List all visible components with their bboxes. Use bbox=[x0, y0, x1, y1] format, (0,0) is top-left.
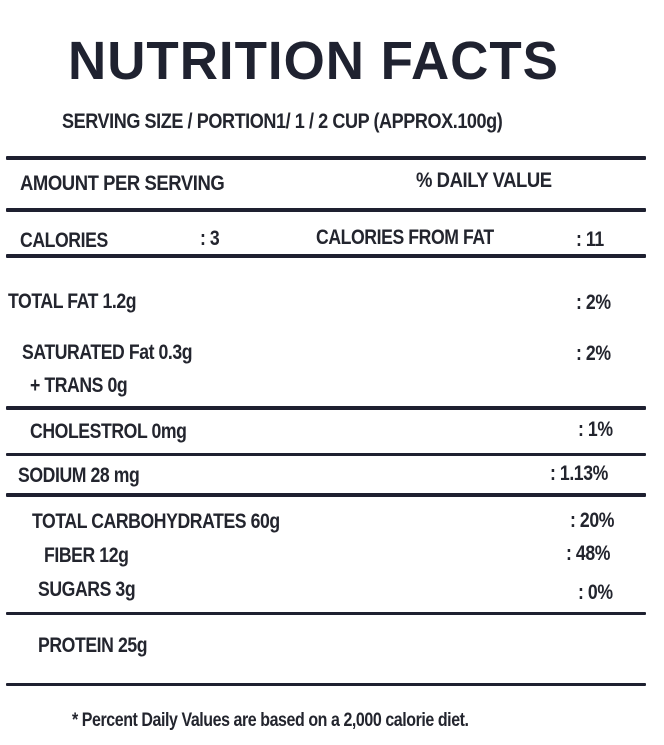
nutrient-label: SUGARS 3g bbox=[38, 578, 136, 601]
nutrient-label: SODIUM 28 mg bbox=[18, 464, 140, 487]
label-title: NUTRITION FACTS bbox=[68, 31, 559, 91]
nutrient-pct: : 48% bbox=[566, 542, 610, 565]
divider bbox=[6, 208, 646, 212]
divider bbox=[6, 683, 646, 686]
divider bbox=[6, 156, 646, 160]
calories-label: CALORIES bbox=[20, 229, 108, 252]
nutrient-pct: : 0% bbox=[578, 581, 613, 604]
nutrient-pct: : 20% bbox=[570, 509, 614, 532]
divider bbox=[6, 406, 646, 410]
nutrient-label: TOTAL FAT 1.2g bbox=[8, 290, 137, 313]
footnote: * Percent Daily Values are based on a 2,… bbox=[72, 710, 469, 731]
divider bbox=[6, 493, 646, 497]
serving-size: SERVING SIZE / PORTION1/ 1 / 2 CUP (APPR… bbox=[62, 110, 503, 133]
nutrient-label: PROTEIN 25g bbox=[38, 634, 148, 657]
divider bbox=[6, 612, 646, 615]
daily-value-heading: % DAILY VALUE bbox=[416, 169, 552, 192]
calories-from-fat-label: CALORIES FROM FAT bbox=[316, 226, 494, 249]
nutrient-pct: : 1% bbox=[578, 418, 613, 441]
nutrient-pct: : 2% bbox=[576, 342, 611, 365]
amount-per-serving-heading: AMOUNT PER SERVING bbox=[20, 172, 225, 195]
nutrient-pct: : 2% bbox=[576, 291, 611, 314]
divider bbox=[6, 254, 646, 258]
nutrient-pct: : 1.13% bbox=[550, 462, 608, 485]
nutrient-label: FIBER 12g bbox=[44, 544, 129, 567]
calories-from-fat-value: : 11 bbox=[576, 228, 604, 251]
calories-value: : 3 bbox=[200, 227, 220, 250]
nutrient-label: + TRANS 0g bbox=[30, 374, 128, 397]
divider bbox=[6, 453, 646, 456]
nutrient-label: SATURATED Fat 0.3g bbox=[22, 341, 193, 364]
nutrient-label: TOTAL CARBOHYDRATES 60g bbox=[32, 510, 280, 533]
nutrient-label: CHOLESTROL 0mg bbox=[30, 420, 187, 443]
